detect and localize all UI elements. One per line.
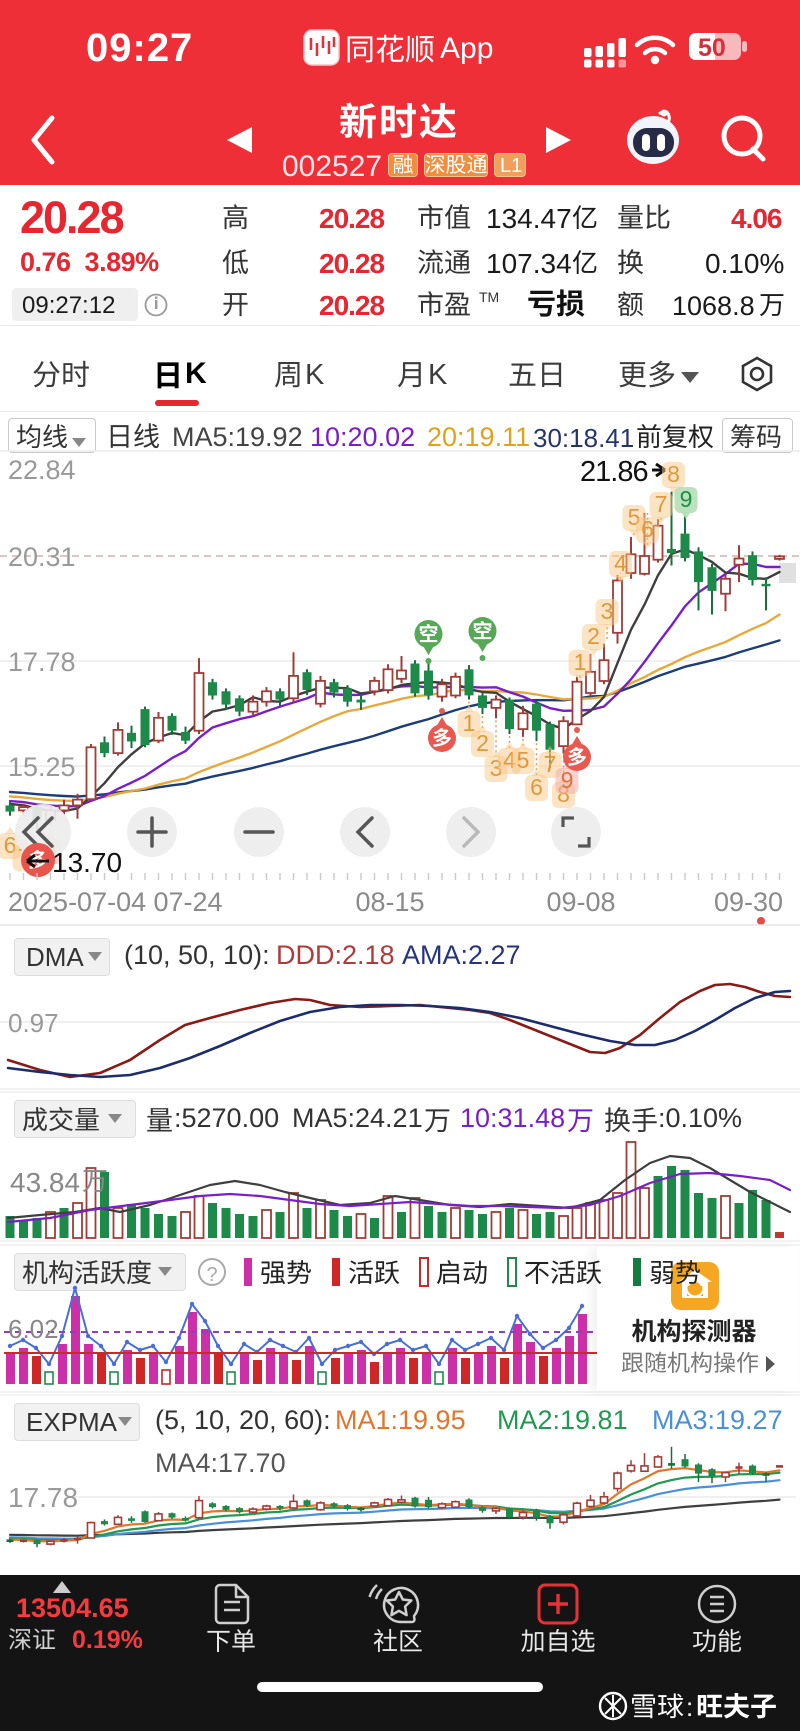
svg-text:2: 2 — [587, 623, 600, 649]
svg-text:17.78: 17.78 — [8, 1482, 78, 1513]
svg-text:9: 9 — [680, 486, 693, 512]
svg-text:6: 6 — [641, 516, 654, 542]
svg-text:9: 9 — [561, 767, 574, 793]
svg-text:1: 1 — [463, 710, 476, 736]
svg-text:6: 6 — [530, 774, 543, 800]
svg-text:22.84: 22.84 — [8, 455, 76, 485]
svg-text:08-15: 08-15 — [355, 887, 424, 917]
svg-text:7: 7 — [544, 751, 557, 777]
svg-text:20.31: 20.31 — [8, 542, 76, 572]
svg-text:15.25: 15.25 — [8, 752, 76, 782]
svg-text:21.86: 21.86 — [580, 456, 648, 488]
svg-text:17.78: 17.78 — [8, 647, 76, 677]
svg-text:4: 4 — [614, 550, 627, 576]
svg-text:7: 7 — [655, 491, 668, 517]
svg-text:5: 5 — [517, 747, 530, 773]
svg-text:07-24: 07-24 — [153, 887, 222, 917]
svg-text:09-30: 09-30 — [714, 887, 783, 917]
svg-text:0.97: 0.97 — [8, 1008, 59, 1038]
svg-text:3: 3 — [601, 598, 614, 624]
svg-text:8: 8 — [667, 461, 680, 487]
svg-text:2: 2 — [476, 730, 489, 756]
svg-text:6.02: 6.02 — [8, 1314, 59, 1344]
svg-text:2025-07-04: 2025-07-04 — [8, 887, 146, 917]
svg-text:43.84: 43.84 — [10, 1167, 80, 1198]
svg-text:1: 1 — [574, 649, 587, 675]
svg-text:?: ? — [206, 1264, 217, 1286]
svg-text:13.70: 13.70 — [52, 847, 122, 878]
svg-text:09-08: 09-08 — [546, 887, 615, 917]
